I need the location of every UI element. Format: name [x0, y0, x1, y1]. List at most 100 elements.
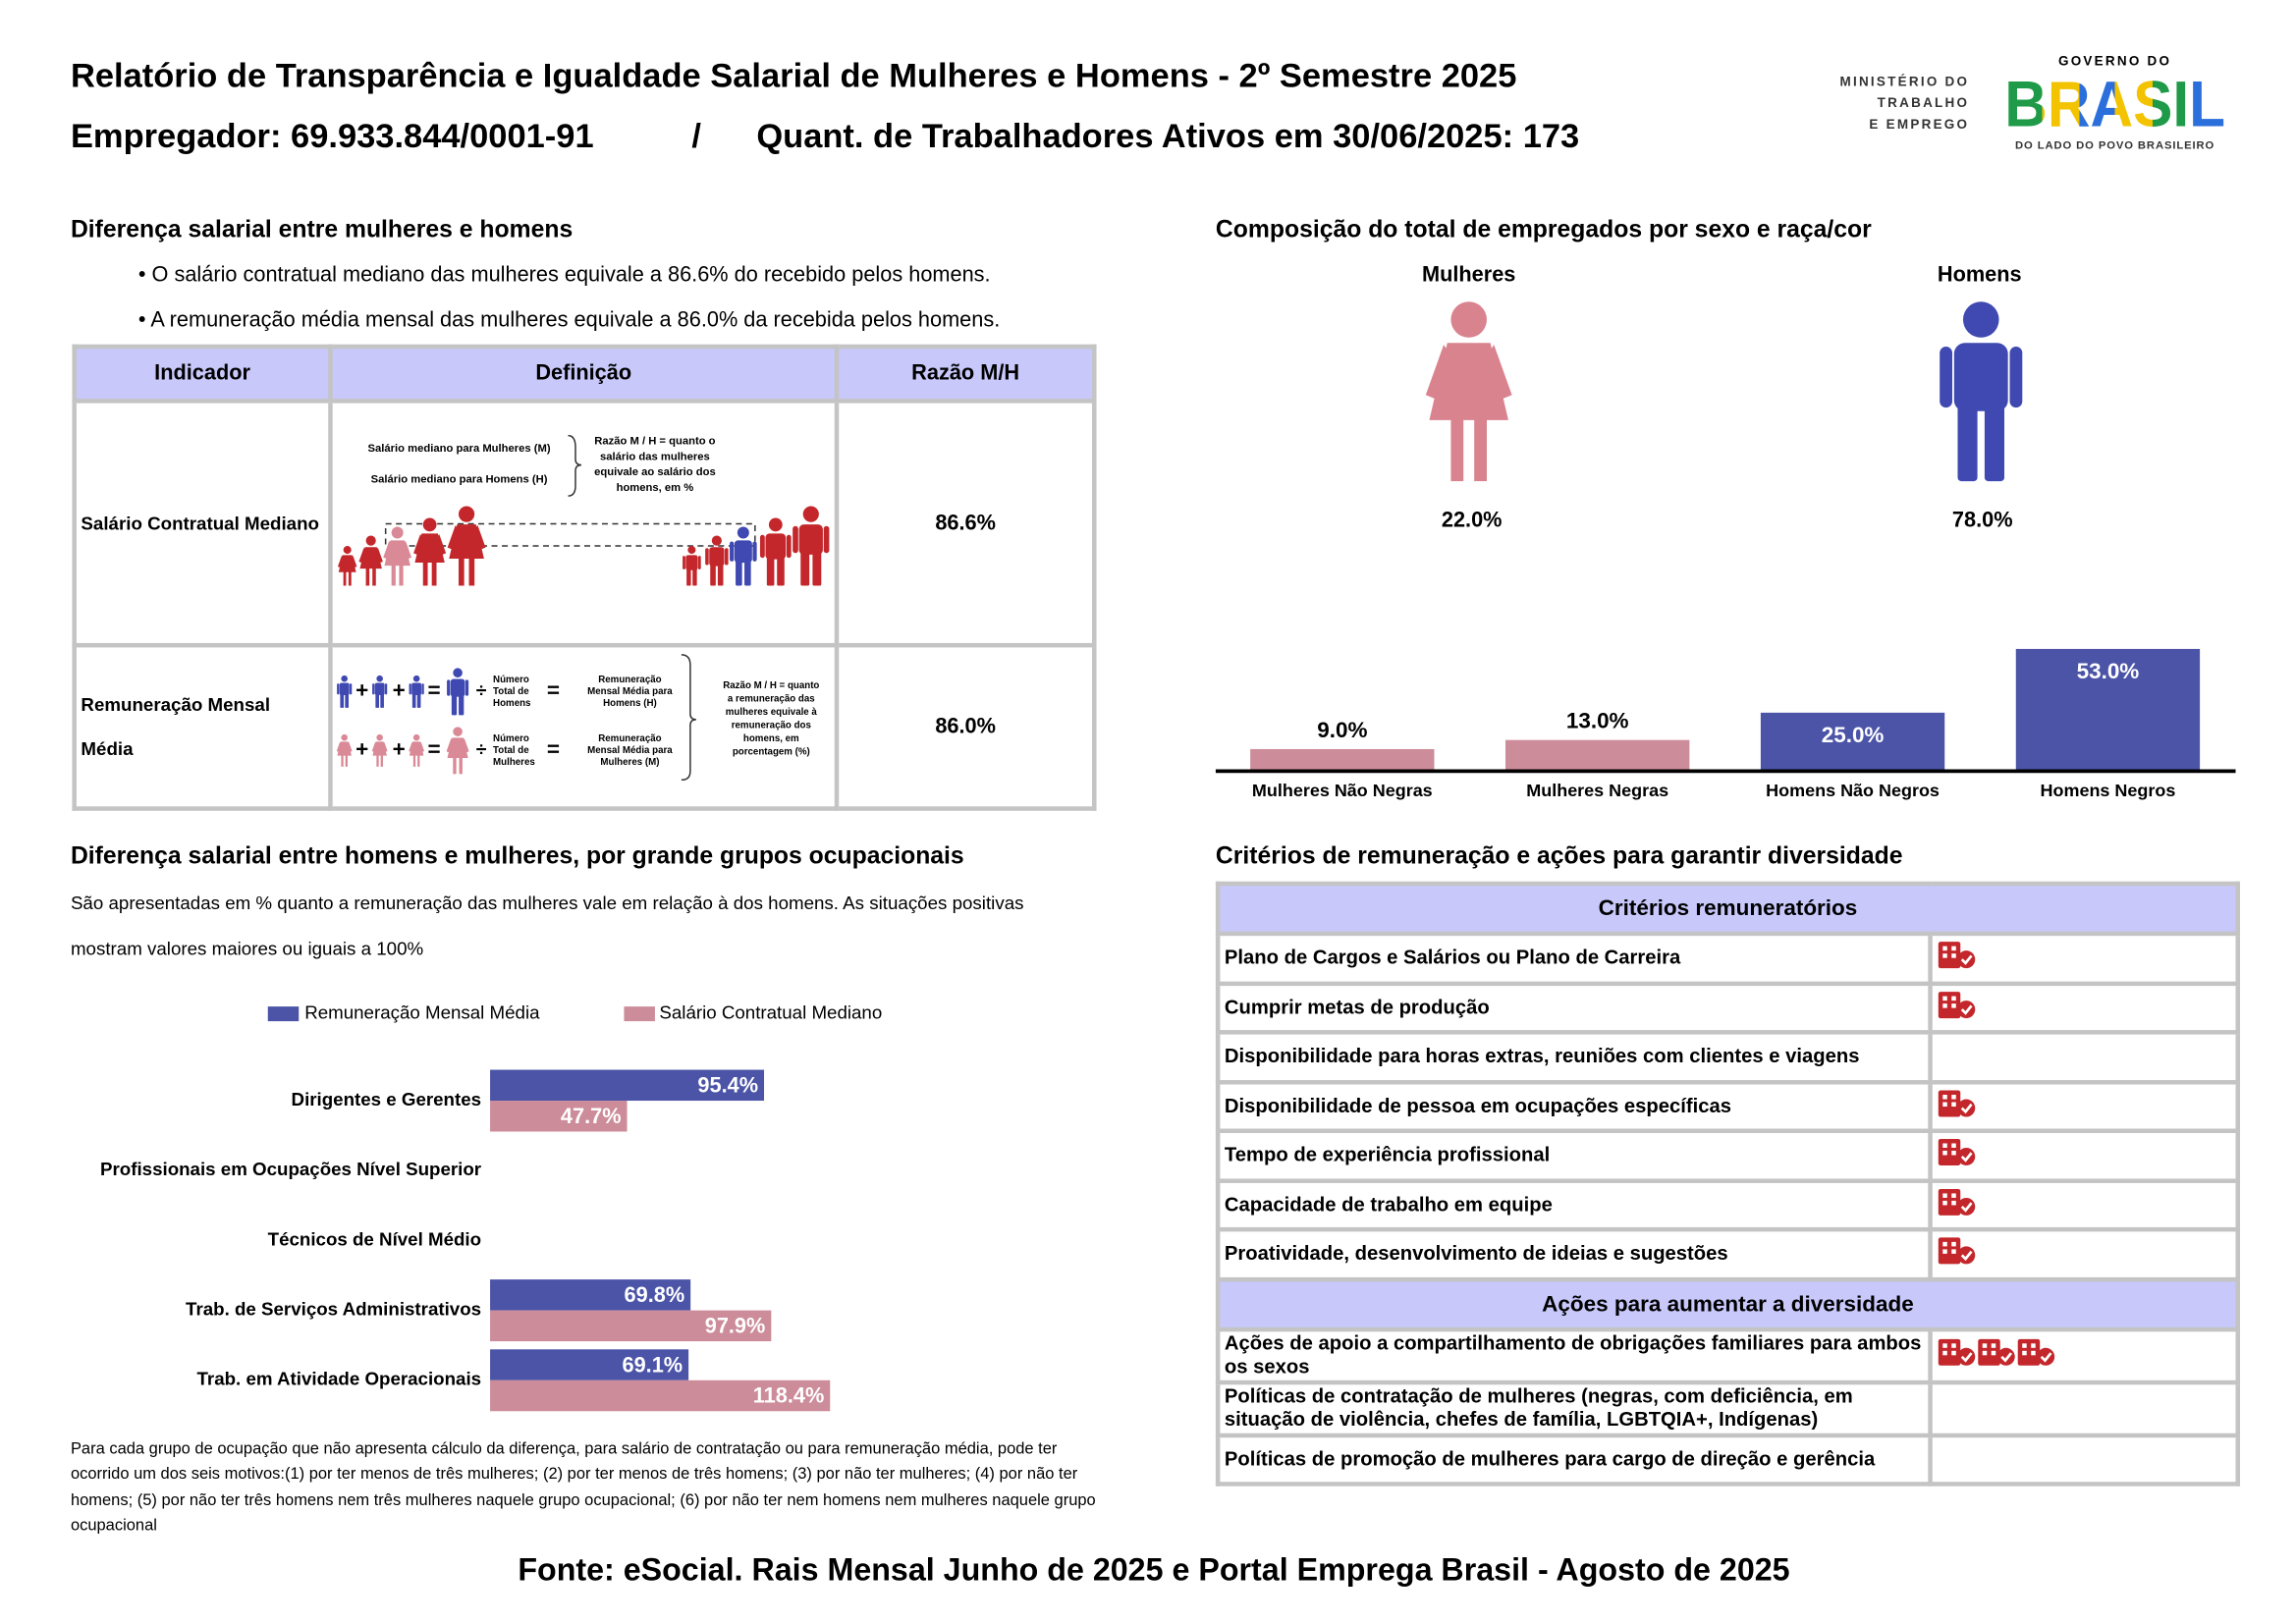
- icon-part: [1951, 953, 1956, 959]
- torso: [1953, 343, 2008, 411]
- icon-part: [1957, 1347, 1976, 1366]
- legend-swatch: [624, 1006, 655, 1022]
- value-label: 118.4%: [753, 1383, 824, 1408]
- bar: [490, 1310, 772, 1342]
- header-cell: Definição: [328, 344, 840, 404]
- action: Políticas de promoção de mulheres para c…: [1215, 1433, 1933, 1487]
- head: [1962, 301, 1999, 338]
- legend-swatch: [267, 1006, 300, 1022]
- men-share: 78.0%: [1951, 509, 2013, 533]
- value-label: 95.4%: [697, 1073, 758, 1098]
- ratio: 86.0%: [834, 642, 1097, 811]
- category-label: Homens Não Negros: [1766, 781, 1940, 800]
- value-label: 25.0%: [1822, 723, 1885, 747]
- arms: [1425, 345, 1512, 399]
- description: mostram valores maiores ou iguais a 100%: [70, 939, 424, 960]
- definition: [328, 642, 840, 811]
- category-label: Mulheres Não Negras: [1252, 781, 1433, 800]
- icon-part: [1960, 1152, 1973, 1163]
- icon-part: [1942, 1002, 1947, 1008]
- criterion: Proatividade, desenvolvimento de ideias …: [1215, 1226, 1933, 1281]
- category-label: Trab. em Atividade Operacionais: [197, 1369, 482, 1389]
- section-title: Critérios de remuneração e ações para ga…: [1215, 842, 1903, 870]
- icon-cell: [1928, 1079, 2241, 1133]
- criterion: Disponibilidade para horas extras, reuni…: [1215, 1030, 1933, 1084]
- icon-part: [1951, 1242, 1956, 1247]
- icon-part: [2017, 1338, 2041, 1366]
- icon-cell: [1928, 1326, 2241, 1384]
- icon-part: [1938, 1090, 1961, 1117]
- icon-part: [1942, 1094, 1947, 1100]
- criterion: Disponibilidade de pessoa em ocupações e…: [1215, 1079, 1933, 1133]
- section-title: Diferença salarial entre mulheres e home…: [70, 216, 574, 243]
- section-title: Composição do total de empregados por se…: [1215, 216, 1872, 243]
- action: Ações de apoio a compartilhamento de obr…: [1215, 1326, 1933, 1384]
- bar: [490, 1069, 765, 1102]
- header-cell: Critérios remuneratórios: [1215, 881, 2241, 937]
- legend-label: Remuneração Mensal Média: [304, 1002, 540, 1023]
- criteria-table: Critérios remuneratórios Plano de Cargos…: [1215, 881, 2241, 1487]
- source: Fonte: eSocial. Rais Mensal Junho de 202…: [518, 1552, 1790, 1589]
- icon-part: [1942, 947, 1947, 951]
- icon-group: [1937, 1337, 2055, 1373]
- employer: Empregador: 69.933.844/0001-91: [70, 116, 594, 155]
- criterion-icon: [1938, 1139, 1976, 1166]
- icon-cell: [1928, 1433, 2241, 1487]
- bar: [490, 1349, 689, 1380]
- action: Políticas de contratação de mulheres (ne…: [1215, 1380, 1933, 1437]
- men-icon: [1940, 301, 2023, 482]
- icon-part: [1951, 996, 1956, 1001]
- category-label: Dirigentes e Gerentes: [292, 1089, 482, 1109]
- icon-part: [1951, 1200, 1956, 1206]
- icon-part: [1951, 1143, 1956, 1149]
- leg: [1450, 416, 1464, 482]
- tagline: DO LADO DO POVO BRASILEIRO: [2015, 139, 2214, 151]
- criterion-icon: [1938, 1338, 1976, 1366]
- section-title: Diferença salarial entre homens e mulher…: [70, 842, 964, 870]
- bar: [2015, 648, 2201, 770]
- icon-part: [1942, 1350, 1947, 1356]
- icon-part: [1951, 1151, 1956, 1156]
- criterion-icon: [1938, 942, 1976, 969]
- workers: Quant. de Trabalhadores Ativos em 30/06/…: [756, 116, 1580, 155]
- title: Relatório de Transparência e Igualdade S…: [70, 55, 1517, 94]
- arm: [1940, 346, 1952, 408]
- icon-cell: [1928, 1380, 2241, 1437]
- icon-part: [1951, 1002, 1956, 1008]
- icon-cell: [1928, 1030, 2241, 1084]
- icon-part: [1957, 1099, 1976, 1117]
- icon-part: [2031, 1350, 2036, 1356]
- icon-part: [2000, 1352, 2013, 1363]
- icon-group: [1937, 1138, 1976, 1173]
- icon-part: [1960, 1352, 1973, 1363]
- ministry-text: MINISTÉRIO DO: [1840, 74, 1970, 88]
- icon-part: [1978, 1338, 2000, 1366]
- icon-part: [1938, 991, 1961, 1018]
- icon-part: [1942, 1193, 1947, 1198]
- icon-part: [1938, 1139, 1961, 1166]
- icon-part: [1951, 1193, 1956, 1198]
- criterion-icon: [1938, 1188, 1976, 1216]
- icon-part: [1982, 1343, 1988, 1348]
- header-cell: Ações para aumentar a diversidade: [1215, 1276, 2241, 1331]
- icon-cell: [1928, 1177, 2241, 1232]
- icon-group: [1937, 1236, 1976, 1271]
- icon-part: [1957, 1246, 1976, 1265]
- icon-part: [1942, 1143, 1947, 1149]
- icon-part: [1938, 942, 1961, 969]
- value-label: 69.1%: [623, 1352, 683, 1377]
- criterion-icon: [1978, 1338, 2015, 1366]
- icon-part: [1942, 1151, 1947, 1156]
- icon-part: [2022, 1350, 2027, 1356]
- icon-part: [1991, 1350, 1996, 1356]
- icon-part: [1957, 950, 1976, 969]
- value-label: 97.9%: [705, 1314, 766, 1338]
- definition: [328, 399, 840, 648]
- icon-part: [2037, 1347, 2055, 1366]
- footnote: Para cada grupo de ocupação que não apre…: [70, 1440, 1096, 1535]
- leg: [1957, 402, 1978, 482]
- indicator-table: Indicador Definição Razão M/H Salário Cont…: [72, 344, 1097, 811]
- criterion: Plano de Cargos e Salários ou Plano de C…: [1215, 931, 1933, 986]
- indicator: Salário Contratual Mediano: [72, 399, 333, 648]
- bar: [490, 1101, 628, 1132]
